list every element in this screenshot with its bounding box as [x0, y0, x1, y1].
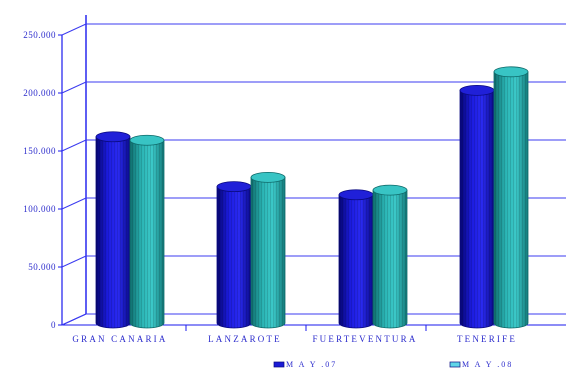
bar-0-1 — [129, 134, 165, 329]
legend-label: M A Y .08 — [462, 360, 513, 368]
x-axis: GRAN CANARIA LANZAROTE FUERTEVENTURA TENERI… — [72, 325, 517, 344]
bar-stripes — [373, 190, 407, 328]
bar-cap — [459, 84, 495, 96]
gridlines — [61, 23, 566, 326]
legend-swatch — [449, 361, 461, 368]
bar-3-1 — [493, 66, 529, 329]
legend-item-1: M A Y .08 — [449, 360, 513, 368]
x-tick-label: GRAN CANARIA — [72, 334, 167, 344]
gridline-side — [61, 81, 87, 94]
bar-1-1 — [250, 171, 286, 329]
gridline-side — [61, 23, 87, 36]
bar-2-1 — [372, 184, 408, 329]
bar-cap — [372, 184, 408, 196]
bar-stripes — [96, 136, 130, 328]
bar-1-0 — [216, 181, 252, 329]
y-tick-label: 0 — [51, 320, 56, 330]
bar-stripes — [217, 186, 251, 328]
bar-cap — [338, 189, 374, 201]
bar-cap — [129, 134, 165, 146]
legend-item-0: M A Y .07 — [273, 360, 337, 368]
gridline-side — [61, 197, 87, 210]
gridline-side — [61, 255, 87, 268]
bar-stripes — [460, 90, 494, 329]
bar-2-0 — [338, 189, 374, 329]
legend-swatch — [273, 361, 285, 368]
bar-stripes — [494, 71, 528, 328]
y-axis: 0 50.000 100.000 150.000 200.000 250.000 — [23, 30, 62, 330]
legend: M A Y .07 M A Y .08 — [273, 360, 513, 368]
gridline-side — [61, 313, 87, 326]
x-tick-label: TENERIFE — [457, 334, 517, 344]
bar-cap — [250, 171, 286, 183]
bar-stripes — [251, 177, 285, 328]
bar-stripes — [339, 194, 373, 328]
y-tick-label: 250.000 — [23, 30, 56, 40]
bar-cap — [216, 181, 252, 193]
bar-3-0 — [459, 84, 495, 329]
y-tick-label: 50.000 — [28, 262, 56, 272]
y-tick-label: 200.000 — [23, 88, 56, 98]
bars — [95, 66, 529, 329]
x-tick-label: LANZAROTE — [208, 334, 282, 344]
bar-cap — [493, 66, 529, 78]
bar-stripes — [130, 140, 164, 328]
x-tick-label: FUERTEVENTURA — [312, 334, 417, 344]
y-tick-label: 150.000 — [23, 146, 56, 156]
legend-label: M A Y .07 — [286, 360, 337, 368]
bar-0-0 — [95, 131, 131, 329]
y-tick-label: 100.000 — [23, 204, 56, 214]
bar-cap — [95, 131, 131, 143]
gridline-side — [61, 139, 87, 152]
